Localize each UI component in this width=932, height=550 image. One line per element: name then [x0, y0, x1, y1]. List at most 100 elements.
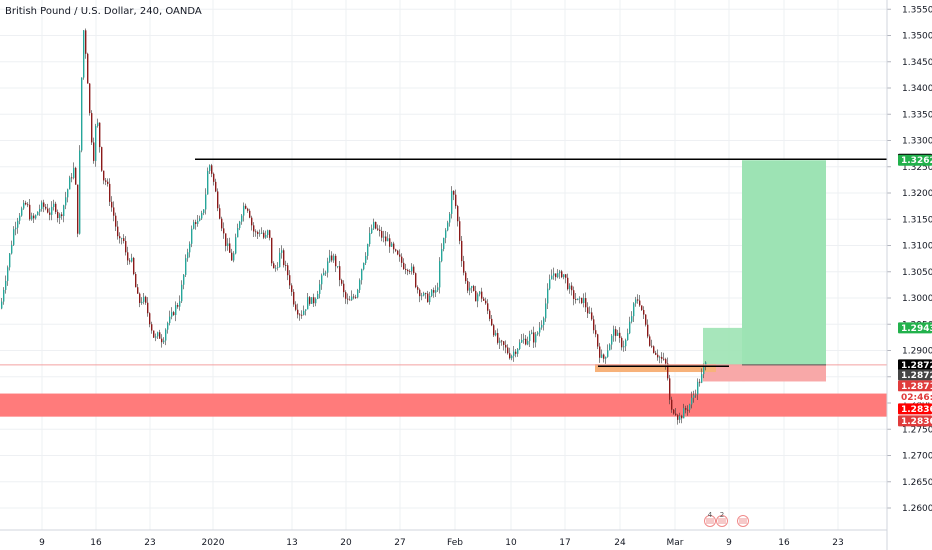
candle-down: [229, 243, 231, 253]
candle-up: [421, 295, 423, 297]
price-tag-text: 1.29431: [901, 324, 932, 334]
candle-down: [135, 274, 137, 288]
y-tick-label: 1.27000: [902, 452, 932, 462]
candle-up: [39, 208, 41, 212]
candle-up: [69, 177, 71, 190]
candle-up: [277, 267, 279, 268]
candle-down: [113, 207, 115, 216]
candle-down: [455, 194, 457, 207]
candle-up: [695, 394, 697, 396]
price-tag: 02:46:52: [898, 391, 932, 403]
candle-down: [405, 269, 407, 270]
candle-down: [475, 290, 477, 302]
candle-up: [625, 340, 627, 347]
candle-down: [115, 215, 117, 227]
candle-up: [545, 303, 547, 319]
candle-down: [219, 208, 221, 219]
candle-up: [371, 228, 373, 234]
candle-up: [499, 340, 501, 343]
candle-down: [621, 337, 623, 348]
candle-down: [461, 240, 463, 262]
candle-up: [511, 355, 513, 359]
candle-down: [599, 346, 601, 358]
candle-down: [57, 211, 59, 219]
x-tick-label: 23: [832, 538, 843, 548]
candle-up: [187, 252, 189, 259]
y-tick-label: 1.35500: [902, 5, 932, 15]
candle-up: [391, 243, 393, 247]
candle-up: [95, 125, 97, 161]
candle-up: [471, 286, 473, 288]
candle-up: [609, 344, 611, 351]
event-flag-fill: [706, 518, 714, 524]
candle-up: [535, 334, 537, 343]
y-tick-label: 1.34000: [902, 84, 932, 94]
candle-down: [107, 181, 109, 184]
candle-down: [681, 415, 683, 419]
event-label: 2: [720, 511, 724, 519]
candle-up: [551, 275, 553, 280]
candle-down: [225, 233, 227, 247]
candle-up: [363, 262, 365, 270]
candle-up: [569, 285, 571, 290]
candle-down: [217, 191, 219, 209]
candle-up: [233, 253, 235, 261]
candle-up: [167, 323, 169, 330]
price-tag: 1.32624: [898, 154, 932, 166]
candle-up: [373, 221, 375, 229]
candle-up: [11, 244, 13, 254]
candle-up: [203, 209, 205, 213]
candle-up: [517, 348, 519, 354]
candle-up: [605, 356, 607, 359]
candle-down: [221, 218, 223, 229]
y-tick-label: 1.31500: [902, 215, 932, 225]
candle-down: [653, 346, 655, 353]
candle-up: [79, 150, 81, 234]
candle-up: [369, 233, 371, 245]
candle-up: [351, 296, 353, 301]
candle-down: [409, 271, 411, 272]
candle-up: [303, 310, 305, 315]
candle-down: [571, 285, 573, 291]
candle-down: [567, 277, 569, 290]
time-axis[interactable]: 9 16 23 2020 13 20 27 Feb 10 17 24 Mar 9 16 23: [0, 529, 887, 548]
candle-down: [145, 296, 147, 303]
candle-down: [269, 230, 271, 238]
candle-down: [273, 263, 275, 269]
candle-up: [333, 255, 335, 261]
price-tag-text: 1.28726: [901, 361, 932, 371]
orange-zone: [595, 364, 716, 373]
candle-down: [381, 230, 383, 238]
candle-down: [619, 332, 621, 338]
candle-down: [375, 221, 377, 229]
candle-up: [659, 356, 661, 358]
price-tag-bg: [898, 154, 932, 166]
candle-up: [51, 206, 53, 215]
price-tag-bg: [898, 415, 932, 427]
candle-down: [415, 273, 417, 288]
candle-down: [247, 208, 249, 211]
candle-up: [439, 261, 441, 288]
candle-down: [643, 309, 645, 315]
candle-up: [361, 269, 363, 281]
candle-down: [297, 309, 299, 315]
candle-down: [453, 191, 455, 195]
y-tick-label: 1.30500: [902, 268, 932, 278]
candle-down: [603, 354, 605, 359]
candle-up: [601, 354, 603, 358]
candle-up: [157, 332, 159, 337]
candle-up: [431, 290, 433, 296]
candle-up: [171, 312, 173, 317]
candle-down: [493, 325, 495, 336]
price-axis[interactable]: 1.35500 1.35000 1.34500 1.34000 1.33500 1.330…: [886, 0, 932, 550]
stop-zone: [742, 364, 826, 382]
candle-up: [479, 291, 481, 295]
candle-down: [345, 292, 347, 299]
candle-down: [575, 299, 577, 301]
candle-down: [29, 204, 31, 220]
price-tag: 1.28726: [898, 369, 932, 381]
candle-up: [443, 237, 445, 250]
x-tick-label: 20: [340, 538, 352, 548]
candle-up: [635, 299, 637, 304]
